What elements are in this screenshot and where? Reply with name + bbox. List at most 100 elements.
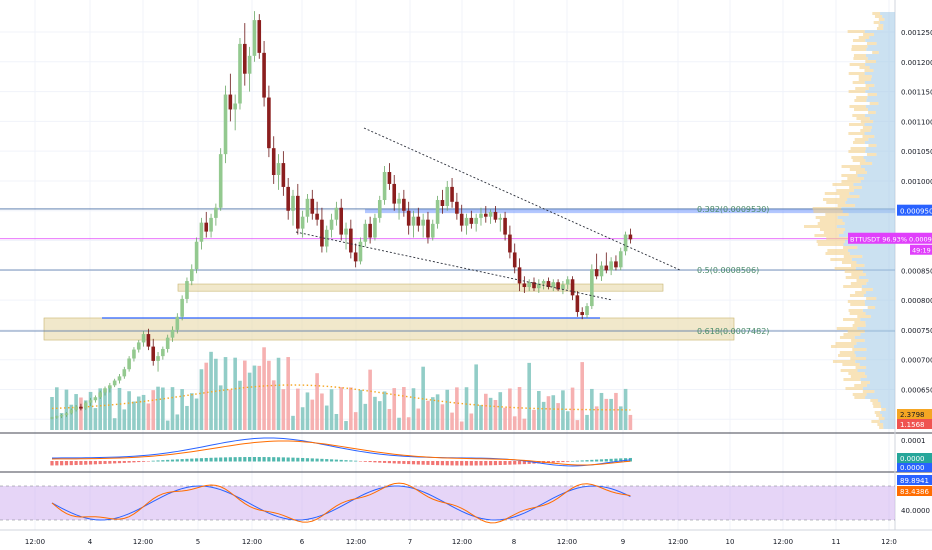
- candle-body: [112, 380, 117, 386]
- vp-bar-blue: [865, 321, 895, 324]
- vp-bar-blue: [882, 414, 895, 417]
- candle-body: [185, 281, 189, 299]
- candle-body: [556, 282, 560, 290]
- vp-bar-blue: [879, 21, 895, 24]
- candle-body: [257, 20, 262, 53]
- vp-bar-orange: [847, 177, 864, 180]
- volume-bar: [469, 413, 474, 430]
- vp-bar-orange: [803, 225, 837, 228]
- vp-bar-blue: [863, 156, 895, 159]
- vp-bar-orange: [870, 399, 879, 402]
- vp-bar-orange: [824, 192, 850, 195]
- vp-bar-orange: [866, 297, 877, 300]
- vp-bar-orange: [817, 222, 845, 225]
- vp-bar-orange: [874, 15, 883, 18]
- candle-body: [64, 413, 69, 416]
- macd-hist: [74, 461, 78, 466]
- volume-bar: [93, 408, 98, 430]
- volume-bar: [344, 421, 348, 430]
- vp-bar-blue: [865, 150, 895, 153]
- candle-body: [204, 222, 209, 232]
- candle-body: [281, 163, 286, 187]
- macd-hist: [272, 457, 276, 462]
- macd-hist: [60, 461, 64, 466]
- macd-hist: [190, 458, 194, 462]
- vp-bar-orange: [852, 159, 866, 162]
- macd-hist: [498, 461, 502, 466]
- volume-bar: [512, 416, 517, 430]
- vp-bar-orange: [853, 54, 866, 57]
- chart-grid: [0, 0, 932, 531]
- macd-hist: [378, 461, 382, 463]
- vp-bar-orange: [841, 165, 861, 168]
- vp-bar-blue: [865, 63, 895, 66]
- vp-bar-orange: [843, 378, 861, 381]
- macd-hist: [161, 460, 165, 462]
- candle-body: [503, 217, 507, 235]
- macd-hist: [368, 461, 372, 463]
- vp-bar-blue: [859, 276, 895, 279]
- vp-bar-blue: [865, 324, 895, 327]
- vp-bar-orange: [862, 126, 872, 129]
- volume-bar: [430, 397, 435, 430]
- countdown-bg: [910, 244, 932, 255]
- vp-bar-orange: [874, 411, 881, 414]
- macd-hist: [590, 459, 594, 462]
- vp-bar-orange: [855, 366, 867, 369]
- volume-bar: [281, 389, 286, 430]
- vol-label: 2.3798: [900, 411, 925, 419]
- vp-bar-orange: [872, 402, 881, 405]
- vp-bar-blue: [864, 264, 895, 267]
- vp-bar-orange: [849, 63, 866, 66]
- vp-bar-orange: [866, 153, 877, 156]
- vp-bar-orange: [814, 234, 839, 237]
- candle-body: [151, 346, 156, 361]
- candle-body: [180, 298, 184, 317]
- vp-bar-orange: [868, 144, 877, 147]
- vp-bar-blue: [884, 18, 895, 21]
- volume-bar: [151, 390, 156, 430]
- vp-bar-blue: [848, 213, 895, 216]
- vp-bar-blue: [865, 105, 895, 108]
- candle-body: [349, 228, 353, 253]
- vp-bar-orange: [843, 246, 858, 249]
- vp-bar-blue: [874, 135, 895, 138]
- vp-bar-orange: [849, 312, 866, 315]
- volume-bar: [180, 389, 184, 430]
- vp-bar-blue: [854, 336, 895, 339]
- candle-body: [618, 251, 623, 268]
- macd-hist: [238, 457, 242, 462]
- volume-bar: [233, 357, 237, 430]
- candle-body: [421, 219, 425, 226]
- vp-bar-orange: [848, 72, 865, 75]
- volume-bar: [146, 403, 151, 430]
- vp-bar-blue: [862, 309, 895, 312]
- macd-hist: [416, 461, 420, 465]
- volume-bar: [88, 391, 93, 430]
- macd-panel: [50, 437, 632, 467]
- vp-bar-blue: [849, 192, 895, 195]
- candle-body: [402, 198, 406, 211]
- vp-bar-blue: [855, 267, 895, 270]
- vp-bar-blue: [872, 288, 895, 291]
- stoch-label: 89.8941: [900, 477, 929, 485]
- vp-bar-blue: [856, 261, 895, 264]
- candle-body: [450, 186, 454, 202]
- vp-bar-blue: [860, 333, 895, 336]
- candle-body: [238, 43, 242, 104]
- candle-body: [532, 282, 536, 289]
- macd-hist: [570, 460, 575, 462]
- macd-hist: [286, 457, 290, 462]
- candle-body: [243, 43, 247, 74]
- macd-hist: [460, 461, 464, 466]
- volume-bar: [228, 389, 233, 430]
- vp-bar-blue: [856, 342, 895, 345]
- volume-bar: [546, 396, 551, 430]
- macd-hist: [180, 459, 184, 462]
- volume-bar: [479, 405, 483, 430]
- volume-bar: [426, 400, 430, 430]
- volume-bars: [50, 347, 633, 430]
- macd-hist: [267, 457, 271, 462]
- candle-body: [223, 94, 228, 155]
